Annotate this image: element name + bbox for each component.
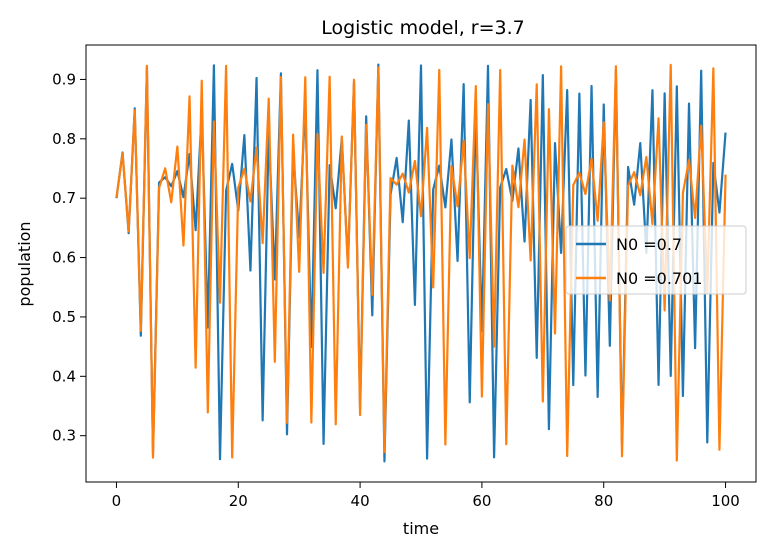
axes-frame	[85, 44, 757, 483]
legend-label-1: N0 =0.7	[616, 235, 682, 254]
x-tick-label: 20	[229, 492, 248, 510]
x-tick-label: 80	[594, 492, 613, 510]
y-tick-label: 0.7	[52, 189, 76, 207]
plot-area	[85, 44, 757, 483]
y-tick-label: 0.4	[52, 367, 76, 385]
y-tick-label: 0.5	[52, 308, 76, 326]
legend-label-2: N0 =0.701	[616, 269, 702, 288]
x-tick-label: 0	[112, 492, 122, 510]
y-axis-label: population	[15, 221, 34, 306]
x-tick-label: 100	[711, 492, 740, 510]
y-tick-label: 0.6	[52, 249, 76, 267]
x-tick-label: 40	[351, 492, 370, 510]
y-tick-label: 0.3	[52, 427, 76, 445]
legend-box	[565, 225, 747, 295]
x-tick-label: 60	[472, 492, 491, 510]
series-layer	[115, 63, 727, 463]
y-tick-label: 0.9	[52, 70, 76, 88]
x-axis: 0 20 40 60 80 100	[112, 482, 740, 510]
legend: N0 =0.7 N0 =0.701	[565, 225, 747, 295]
y-axis: 0.3 0.4 0.5 0.6 0.7 0.8 0.9	[52, 70, 86, 445]
chart-title: Logistic model, r=3.7	[321, 17, 525, 39]
x-axis-label: time	[403, 519, 439, 538]
y-tick-label: 0.8	[52, 130, 76, 148]
series-line-2	[115, 63, 727, 462]
